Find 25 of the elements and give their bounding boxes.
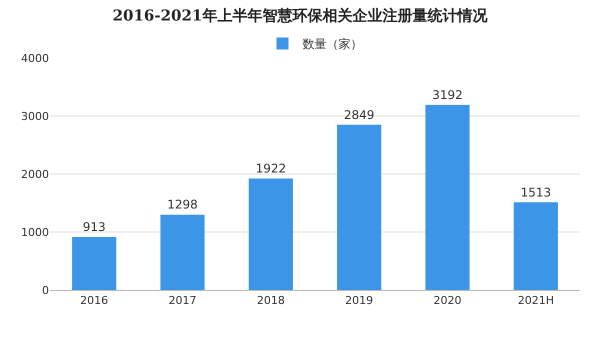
bar	[425, 104, 470, 290]
bar	[337, 124, 382, 290]
x-tick-label: 2018	[256, 294, 285, 308]
legend-label: 数量（家）	[302, 37, 362, 52]
y-tick-label: 1000	[21, 226, 49, 239]
bar	[160, 214, 205, 290]
x-tick-label: 2016	[80, 294, 108, 308]
x-tick-label: 2020	[434, 294, 462, 308]
data-label: 1922	[256, 162, 286, 176]
bar	[514, 202, 558, 290]
y-tick-label: 3000	[21, 110, 49, 123]
y-tick-label: 4000	[21, 52, 49, 65]
data-label: 1298	[167, 198, 198, 212]
data-label: 913	[82, 220, 106, 234]
x-tick-label: 2019	[345, 294, 374, 308]
chart-title: 2016-2021年上半年智慧环保相关企业注册量统计情况	[112, 6, 488, 25]
data-label: 3192	[432, 88, 463, 102]
bar	[72, 237, 116, 290]
x-tick-label: 2017	[168, 294, 196, 308]
y-tick-label: 0	[42, 284, 49, 297]
x-tick-label: 2021H	[518, 294, 554, 308]
y-tick-label: 2000	[21, 168, 49, 181]
bar	[248, 178, 293, 290]
data-label: 1513	[520, 185, 552, 200]
data-label: 2849	[344, 108, 374, 122]
